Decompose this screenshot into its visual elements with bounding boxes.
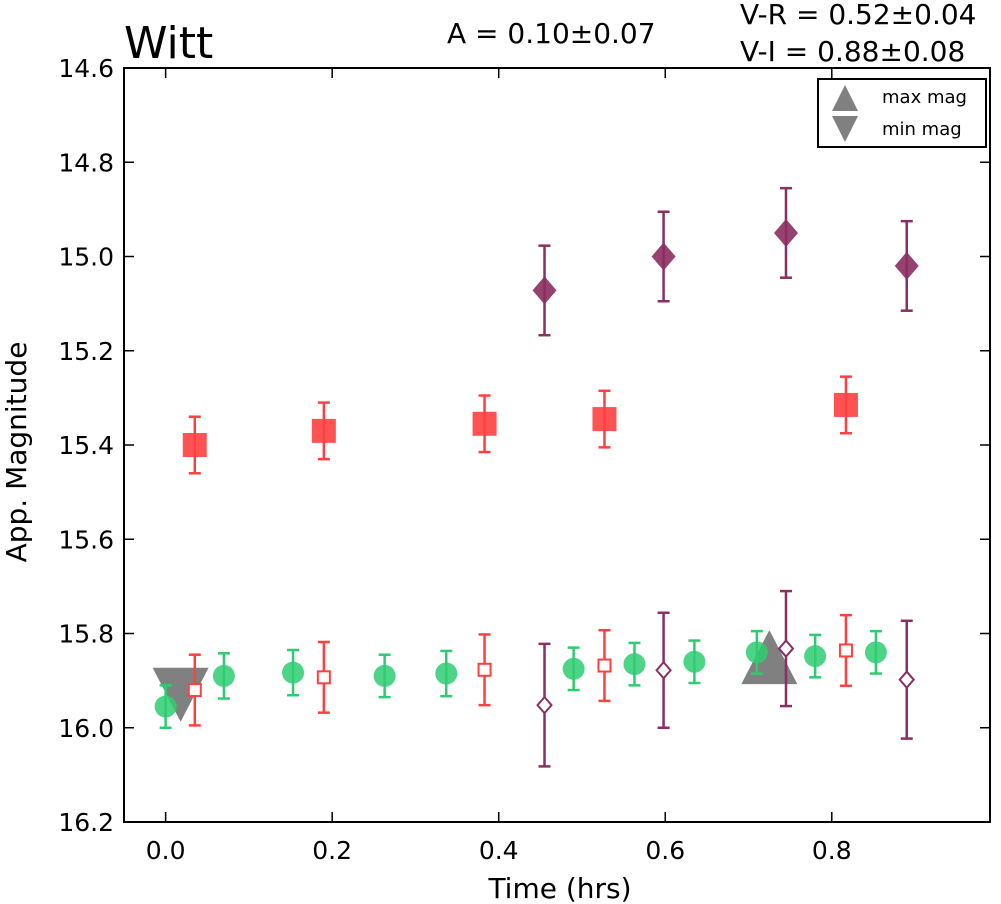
x-tick-label: 0.2 xyxy=(312,836,352,865)
data-point-open-square xyxy=(597,658,612,673)
chart-title: Witt xyxy=(124,18,213,69)
legend-min-mag-label: min mag xyxy=(882,119,962,140)
data-point-circle xyxy=(804,645,827,668)
data-point-circle xyxy=(154,695,177,718)
legend: max mag min mag xyxy=(817,78,987,148)
amplitude-annotation: A = 0.10±0.07 xyxy=(447,17,656,50)
y-tick-label: 15.2 xyxy=(58,337,114,366)
y-axis-label: App. Magnitude xyxy=(0,342,33,563)
data-point-open-square xyxy=(838,643,853,658)
y-tick-label: 15.0 xyxy=(58,243,114,272)
data-point-square xyxy=(311,418,336,443)
data-point-circle xyxy=(864,641,887,664)
data-point-open-diamond xyxy=(777,639,795,659)
data-point-diamond xyxy=(651,242,676,271)
y-tick-label: 14.6 xyxy=(58,54,114,83)
legend-max-mag-triangle-icon xyxy=(832,85,858,111)
data-point-square xyxy=(833,392,858,417)
data-point-circle xyxy=(282,661,305,684)
y-tick-label: 16.0 xyxy=(58,714,114,743)
data-point-diamond xyxy=(532,276,557,305)
data-point-circle xyxy=(562,657,585,680)
y-tick-label: 15.4 xyxy=(58,431,114,460)
data-point-diamond xyxy=(894,251,919,280)
data-point-square xyxy=(182,433,207,457)
data-point-open-diamond xyxy=(536,695,553,715)
data-point-open-diamond xyxy=(898,670,916,690)
max-mag-marker xyxy=(741,630,798,685)
data-point-open-diamond xyxy=(655,660,672,680)
data-point-diamond xyxy=(773,218,798,247)
x-tick-label: 0.8 xyxy=(812,836,852,865)
data-point-square xyxy=(592,407,617,432)
x-tick-label: 0.6 xyxy=(645,836,685,865)
x-tick-label: 0.0 xyxy=(146,836,186,865)
data-point-open-square xyxy=(477,662,492,677)
legend-max-mag-label: max mag xyxy=(882,87,967,108)
data-point-circle xyxy=(745,641,768,664)
data-marks xyxy=(152,186,919,768)
x-tick-label: 0.4 xyxy=(479,836,519,865)
y-tick-label: 15.8 xyxy=(58,620,114,649)
plot-area-frame xyxy=(123,67,991,823)
data-point-circle xyxy=(373,664,396,687)
y-tick-label: 16.2 xyxy=(58,808,114,837)
data-point-square xyxy=(472,411,497,436)
v-r-annotation: V-R = 0.52±0.04 xyxy=(740,0,976,31)
x-axis-label: Time (hrs) xyxy=(487,872,631,904)
data-point-circle xyxy=(435,662,458,685)
data-point-circle xyxy=(212,664,235,687)
data-point-open-square xyxy=(316,670,331,685)
data-point-circle xyxy=(683,650,706,673)
v-i-annotation: V-I = 0.88±0.08 xyxy=(740,35,965,68)
y-tick-label: 14.8 xyxy=(58,148,114,177)
legend-min-mag-triangle-icon xyxy=(832,116,858,142)
data-point-open-square xyxy=(187,683,202,698)
axis-ticks: 0.0 0.2 0.4 0.6 0.8 14.6 14.8 15.0 15.2 15.4 15.6 1… xyxy=(58,54,990,865)
data-point-circle xyxy=(623,653,646,676)
y-tick-label: 15.6 xyxy=(58,525,114,554)
